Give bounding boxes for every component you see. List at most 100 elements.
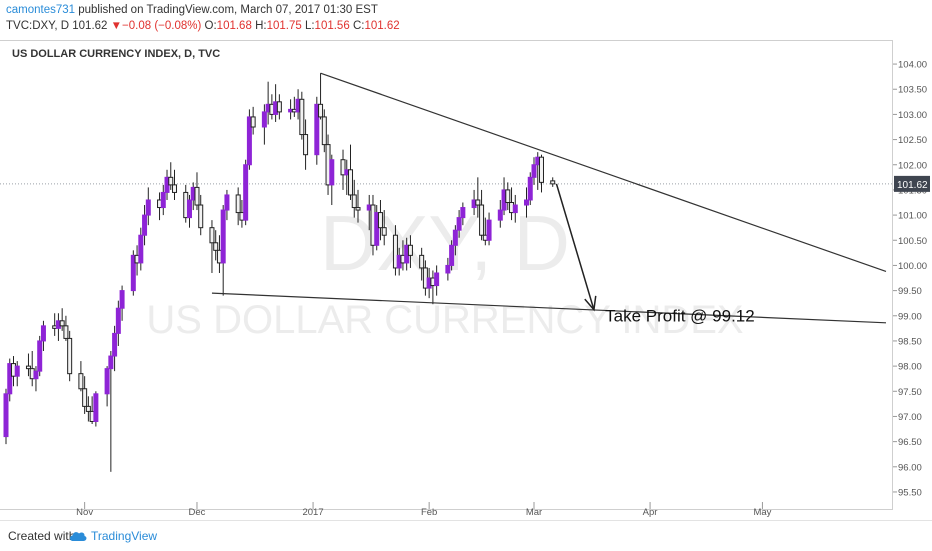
y-tick-label: 104.00 <box>898 60 927 71</box>
candle-body-up <box>527 176 533 201</box>
candle-body-down <box>318 103 324 118</box>
candle <box>7 358 13 402</box>
candle <box>524 187 530 218</box>
candle-body-down <box>276 101 282 113</box>
candle-body-up <box>93 393 99 422</box>
candle-body-down <box>299 98 305 136</box>
candle <box>119 285 125 321</box>
candle <box>243 159 249 226</box>
candle <box>460 202 466 226</box>
candle <box>220 205 226 296</box>
publish-text: published on TradingView.com, March 07, … <box>78 4 378 16</box>
candle <box>303 119 309 170</box>
resistance-trendline <box>320 72 887 273</box>
candle <box>374 205 380 251</box>
x-tick-label: Nov <box>76 507 93 518</box>
y-tick-label: 96.50 <box>898 437 922 448</box>
drawings[interactable]: Take Profit @ 99.12 <box>211 72 887 326</box>
candle-body-up <box>112 332 118 357</box>
candle-body-down <box>351 194 357 209</box>
candle-body-up <box>486 219 492 241</box>
y-tick-label: 96.00 <box>898 462 922 473</box>
candle-body-down <box>321 116 327 146</box>
target-arrow-line <box>555 183 595 310</box>
candle-body-up <box>104 368 110 395</box>
y-tick-label: 98.00 <box>898 362 922 373</box>
candle <box>235 187 241 226</box>
publish-info: camontes731 published on TradingView.com… <box>6 4 378 16</box>
y-tick-label: 99.00 <box>898 311 922 322</box>
candle <box>497 199 503 228</box>
candle <box>213 230 219 261</box>
high-label: H: <box>255 20 267 32</box>
candle <box>115 300 121 346</box>
candle-body-up <box>224 194 230 211</box>
change-down-icon: ▼ <box>110 20 123 32</box>
candle-body-up <box>456 217 462 231</box>
candle <box>33 366 39 392</box>
candle <box>108 351 114 472</box>
high-value: 101.75 <box>266 20 302 32</box>
price-axis[interactable]: 95.50 96.00 96.50 97.00 97.50 98.00 98.50 99.00… <box>893 60 930 499</box>
chart-header: camontes731 published on TradingView.com… <box>0 0 932 40</box>
candle-body-down <box>172 184 178 193</box>
y-tick-label: 103.00 <box>898 110 927 121</box>
candle <box>85 396 91 422</box>
candle <box>475 177 481 218</box>
candle-body-down <box>377 212 383 229</box>
candle <box>351 179 357 218</box>
candle <box>224 189 230 221</box>
candle-body-up <box>434 272 440 287</box>
candle <box>168 162 174 190</box>
symbol-label: TVC:DXY, D <box>6 20 70 32</box>
price-chart[interactable]: DXY, D US DOLLAR CURRENCY INDEX Take Pro… <box>0 0 932 520</box>
candle-body-down <box>392 234 398 269</box>
y-tick-label: 103.50 <box>898 85 927 96</box>
candle <box>419 247 425 281</box>
close-label: C: <box>352 20 365 32</box>
candle-body-down <box>340 159 346 176</box>
candle <box>59 308 65 331</box>
candle <box>14 361 20 387</box>
candle-body-down <box>505 189 511 204</box>
candle-body-down <box>348 169 354 196</box>
candle-body-up <box>243 164 249 221</box>
candle <box>112 325 118 372</box>
candle-body-up <box>512 204 518 214</box>
x-tick-label: Apr <box>643 507 658 518</box>
candle <box>486 212 492 246</box>
candle-body-down <box>63 325 69 339</box>
y-tick-label: 101.00 <box>898 211 927 222</box>
author-link[interactable]: camontes731 <box>6 4 76 16</box>
x-tick-label: 2017 <box>302 507 323 518</box>
candle <box>456 210 462 238</box>
candle <box>63 315 69 341</box>
tradingview-cloud-icon[interactable] <box>68 529 88 543</box>
price-tag-label: 101.62 <box>897 180 928 191</box>
candle <box>321 109 327 153</box>
candle <box>479 189 485 241</box>
y-tick-label: 102.50 <box>898 135 927 146</box>
low-label: L: <box>304 20 315 32</box>
candle-body-up <box>329 159 335 186</box>
tradingview-brand[interactable]: TradingView <box>91 529 158 543</box>
candle <box>299 91 305 140</box>
low-value: 101.56 <box>314 20 350 32</box>
candle-body-up <box>108 355 114 370</box>
y-tick-label: 99.50 <box>898 286 922 297</box>
chart-pane[interactable] <box>0 40 893 510</box>
candle-body-up <box>531 164 537 178</box>
candle <box>434 265 440 296</box>
price-tag <box>894 175 930 192</box>
candle-body-up <box>115 307 121 334</box>
candle <box>250 106 256 135</box>
candle-body-down <box>168 176 174 186</box>
candle-body-down <box>538 156 544 183</box>
candle-body-up <box>138 234 144 264</box>
candle <box>93 391 99 427</box>
time-axis[interactable]: Nov Dec 2017 Feb Mar Apr May <box>0 502 893 518</box>
candle-body-up <box>119 290 125 309</box>
candle-body-down <box>250 116 256 128</box>
candle <box>82 376 88 414</box>
x-tick-label: Dec <box>189 507 206 518</box>
